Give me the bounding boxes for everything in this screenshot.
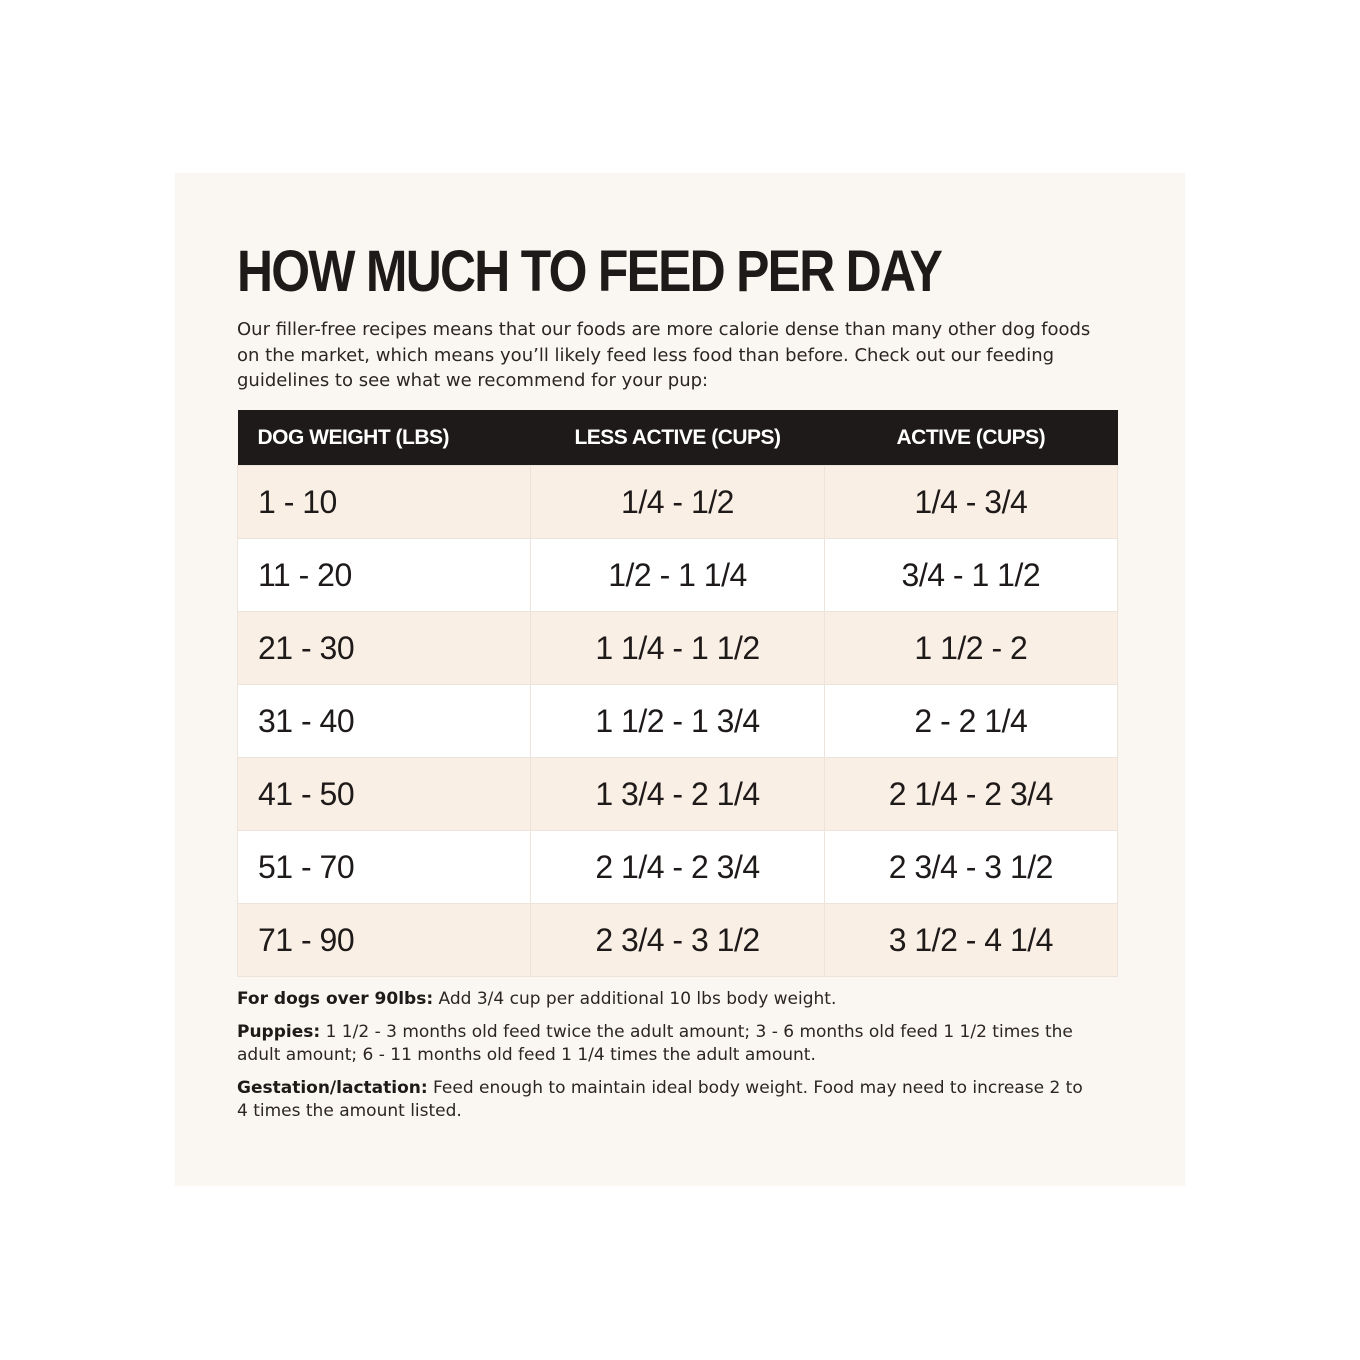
weight-cell: 41 - 50 (236, 757, 532, 831)
feeding-notes: For dogs over 90lbs: Add 3/4 cup per add… (237, 988, 1097, 1133)
weight-cell: 1 - 10 (236, 465, 532, 539)
note-gestation: Gestation/lactation: Feed enough to main… (237, 1077, 1097, 1123)
weight-cell: 21 - 30 (236, 611, 532, 685)
feeding-table: DOG WEIGHT (LBS) LESS ACTIVE (CUPS) ACTI… (236, 410, 1119, 977)
active-cell: 3/4 - 1 1/2 (823, 538, 1119, 612)
note-puppies: Puppies: 1 1/2 - 3 months old feed twice… (237, 1021, 1097, 1067)
page-title: HOW MUCH TO FEED PER DAY (237, 239, 943, 304)
active-cell: 2 3/4 - 3 1/2 (823, 830, 1119, 904)
weight-cell: 51 - 70 (236, 830, 532, 904)
table-row: 31 - 40 1 1/2 - 1 3/4 2 - 2 1/4 (236, 684, 1119, 758)
less-active-cell: 2 1/4 - 2 3/4 (530, 830, 825, 904)
less-active-cell: 1/2 - 1 1/4 (530, 538, 825, 612)
table-row: 51 - 70 2 1/4 - 2 3/4 2 3/4 - 3 1/2 (236, 830, 1119, 904)
weight-cell: 11 - 20 (236, 538, 532, 612)
note-label: Gestation/lactation: (237, 1078, 428, 1098)
table-row: 1 - 10 1/4 - 1/2 1/4 - 3/4 (236, 465, 1119, 539)
active-cell: 2 - 2 1/4 (823, 684, 1119, 758)
weight-cell: 71 - 90 (236, 903, 532, 977)
intro-paragraph: Our filler-free recipes means that our f… (237, 319, 1091, 391)
note-large-dogs: For dogs over 90lbs: Add 3/4 cup per add… (237, 988, 1097, 1011)
table-row: 41 - 50 1 3/4 - 2 1/4 2 1/4 - 2 3/4 (236, 757, 1119, 831)
less-active-cell: 1/4 - 1/2 (530, 465, 825, 539)
table-row: 11 - 20 1/2 - 1 1/4 3/4 - 1 1/2 (236, 538, 1119, 612)
header-active: ACTIVE (CUPS) (824, 410, 1118, 466)
note-text: 1 1/2 - 3 months old feed twice the adul… (237, 1022, 1073, 1065)
less-active-cell: 1 3/4 - 2 1/4 (530, 757, 825, 831)
active-cell: 3 1/2 - 4 1/4 (823, 903, 1119, 977)
note-label: Puppies: (237, 1022, 321, 1042)
note-text: Feed enough to maintain ideal body weigh… (237, 1078, 1083, 1121)
header-less-active: LESS ACTIVE (CUPS) (530, 410, 825, 466)
less-active-cell: 1 1/4 - 1 1/2 (530, 611, 825, 685)
active-cell: 1 1/2 - 2 (823, 611, 1119, 685)
less-active-cell: 2 3/4 - 3 1/2 (530, 903, 825, 977)
note-text: Add 3/4 cup per additional 10 lbs body w… (433, 989, 837, 1009)
table-row: 21 - 30 1 1/4 - 1 1/2 1 1/2 - 2 (236, 611, 1119, 685)
table-header-row: DOG WEIGHT (LBS) LESS ACTIVE (CUPS) ACTI… (237, 410, 1118, 466)
note-label: For dogs over 90lbs: (237, 989, 434, 1009)
weight-cell: 31 - 40 (236, 684, 532, 758)
active-cell: 1/4 - 3/4 (823, 465, 1119, 539)
table-row: 71 - 90 2 3/4 - 3 1/2 3 1/2 - 4 1/4 (236, 903, 1119, 977)
active-cell: 2 1/4 - 2 3/4 (823, 757, 1119, 831)
feeding-guide-card: HOW MUCH TO FEED PER DAY Our filler-free… (175, 173, 1185, 1186)
less-active-cell: 1 1/2 - 1 3/4 (530, 684, 825, 758)
header-dog-weight: DOG WEIGHT (LBS) (237, 410, 531, 466)
